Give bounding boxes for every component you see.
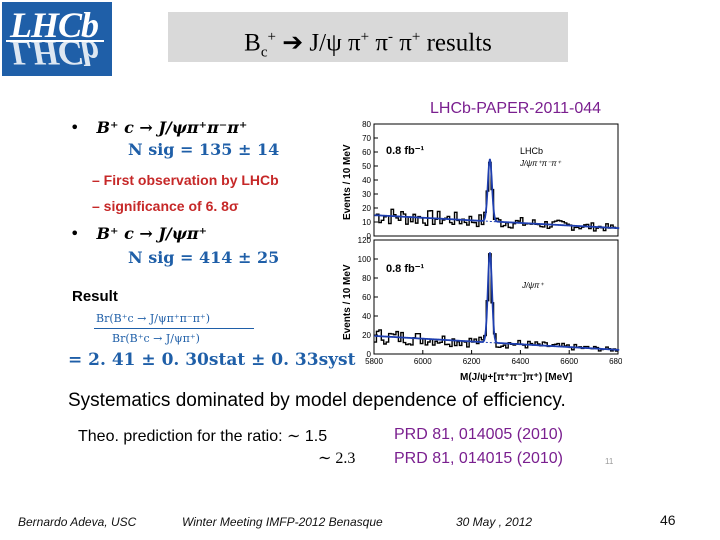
title-background — [168, 12, 568, 62]
inner-page-number: 11 — [605, 457, 614, 466]
top-exp: LHCb — [520, 146, 543, 156]
mass-plots: 0 10 20 30 40 50 60 70 80 0 20 40 60 80 100 120 5800 60… — [340, 120, 622, 384]
x-axis-label: M(J/ψ+[π⁺π⁻]π⁺) [MeV] — [460, 372, 572, 383]
xtick-label: 5800 — [365, 357, 383, 366]
plots-svg: 0 10 20 30 40 50 60 70 80 0 20 40 60 80 100 120 5800 60… — [342, 120, 622, 383]
title-sup1: + — [360, 29, 370, 45]
bullet-dot: • — [70, 224, 80, 243]
decay-3pi: B⁺ c → J/ψπ⁺π⁻π⁺ — [96, 118, 248, 137]
xtick-label: 6400 — [512, 357, 530, 366]
bullet-2: • B⁺ c → J/ψπ⁺ — [70, 224, 207, 243]
xtick-label: 6600 — [560, 357, 578, 366]
logo-divider — [6, 40, 104, 42]
significance: – significance of 6. 8σ — [92, 198, 239, 214]
bottom-background-curve — [373, 335, 619, 351]
page-number: 46 — [660, 512, 676, 528]
top-background-curve — [373, 214, 619, 229]
bottom-ytick-label: 0 — [367, 350, 372, 359]
xtick-label: 6200 — [463, 357, 481, 366]
bottom-ytick-label: 60 — [362, 293, 371, 302]
bottom-ytick-label: 100 — [358, 255, 372, 264]
top-y-ticks: 0 10 20 30 40 50 60 70 80 — [362, 120, 378, 241]
top-ytick-label: 20 — [362, 204, 371, 213]
title-sup2: - — [387, 29, 393, 45]
top-ytick-label: 30 — [362, 190, 371, 199]
top-ytick-label: 0 — [367, 232, 372, 241]
top-ytick-label: 60 — [362, 148, 371, 157]
bullet-dot: • — [70, 118, 80, 137]
reference-1: PRD 81, 014005 (2010) — [394, 426, 563, 443]
reference-2: PRD 81, 014015 (2010) — [394, 450, 563, 467]
bottom-ytick-label: 80 — [362, 274, 371, 283]
top-ytick-label: 40 — [362, 176, 371, 185]
arrow-icon: ➔ — [282, 29, 304, 57]
systematics-text: Systematics dominated by model dependenc… — [68, 390, 566, 411]
slide-title: Bc+ ➔ J/ψ π+ π- π+ results — [168, 12, 568, 62]
nsig-3pi: N sig = 135 ± 14 — [128, 140, 280, 159]
footer-meeting: Winter Meeting IMFP-2012 Benasque — [182, 515, 383, 529]
title-suffix: results — [420, 29, 492, 57]
top-ylabel: Events / 10 MeV — [342, 144, 353, 220]
top-lumi: 0.8 fb⁻¹ — [386, 145, 425, 157]
nsig-1pi: N sig = 414 ± 25 — [128, 248, 280, 267]
bottom-ytick-label: 40 — [362, 312, 371, 321]
title-sup-plus: + — [267, 29, 276, 45]
fraction-bar — [94, 328, 254, 329]
bottom-label: J/ψπ⁺ — [521, 281, 544, 290]
top-ytick-label: 50 — [362, 162, 371, 171]
ratio-denominator: Br(B⁺c → J/ψπ⁺) — [112, 332, 200, 345]
first-observation: – First observation by LHCb — [92, 172, 279, 188]
top-label: J/ψπ⁺π⁻π⁺ — [519, 159, 562, 168]
footer-author: Bernardo Adeva, USC — [18, 515, 137, 529]
bullet-1: • B⁺ c → J/ψπ⁺π⁻π⁺ — [70, 118, 247, 137]
ratio-value: = 2. 41 ± 0. 30stat ± 0. 33syst — [68, 350, 356, 370]
bottom-ylabel: Events / 10 MeV — [342, 264, 353, 340]
ratio-numerator: Br(B⁺c → J/ψπ⁺π⁻π⁺) — [96, 312, 211, 325]
decay-1pi: B⁺ c → J/ψπ⁺ — [96, 224, 207, 243]
top-ytick-label: 80 — [362, 120, 371, 129]
bottom-ytick-label: 120 — [358, 236, 372, 245]
theory-prediction: Theo. prediction for the ratio: ∼ 1.5 — [78, 428, 328, 445]
top-ytick-label: 70 — [362, 134, 371, 143]
title-sup3: + — [411, 29, 421, 45]
theory-second: ∼ 2.3 — [318, 450, 356, 467]
title-jpsi-pi: J/ψ π — [303, 29, 361, 57]
title-sub-c: c — [260, 44, 268, 61]
logo-reflection: LHCb — [10, 33, 99, 73]
bottom-ytick-label: 20 — [362, 331, 371, 340]
title-pi3: π — [392, 29, 412, 57]
top-ytick-label: 10 — [362, 218, 371, 227]
xtick-label: 6000 — [414, 357, 432, 366]
logo-text: LHCb — [10, 5, 99, 45]
bottom-y-ticks: 0 20 40 60 80 100 120 — [358, 236, 378, 359]
result-heading: Result — [72, 288, 118, 305]
paper-reference: LHCb-PAPER-2011-044 — [430, 100, 602, 117]
bottom-lumi: 0.8 fb⁻¹ — [386, 263, 425, 275]
title-pi2: π — [369, 29, 388, 57]
footer-date: 30 May , 2012 — [456, 515, 533, 529]
lhcb-logo: LHCb LHCb — [2, 2, 112, 76]
title-b: B — [244, 29, 261, 57]
